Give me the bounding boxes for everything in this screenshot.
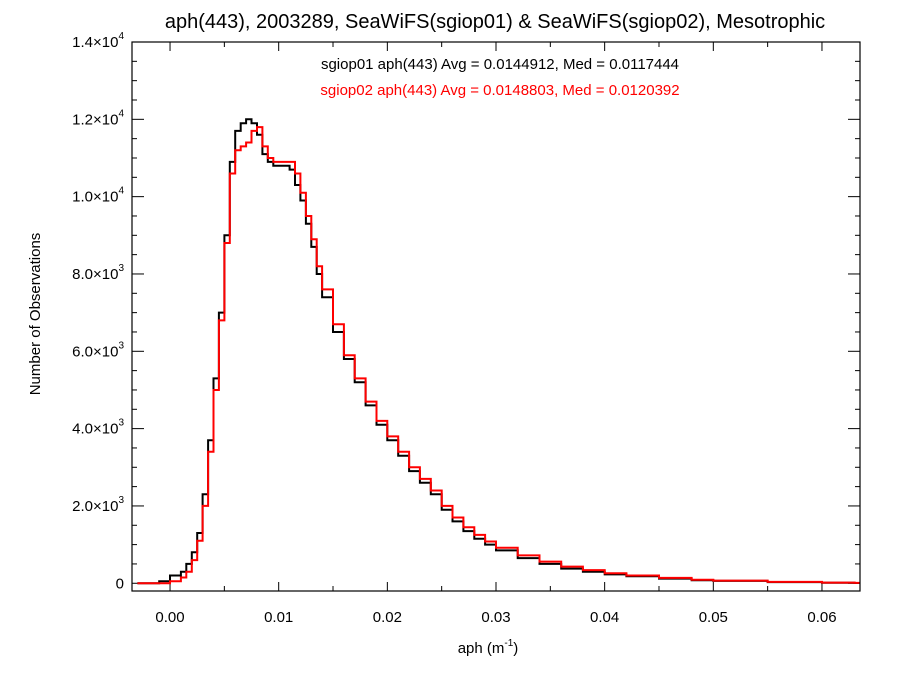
plot-frame — [131, 41, 861, 592]
y-tick-mantissa: 1.0×10 — [72, 189, 118, 206]
x-tick-label: 0.01 — [264, 609, 293, 626]
y-tick-exponent: 3 — [118, 495, 124, 506]
y-tick-exponent: 4 — [118, 186, 124, 197]
y-axis-label: Number of Observations — [27, 233, 44, 396]
x-tick-label: 0.02 — [373, 609, 402, 626]
y-tick-label: 1.2×104 — [72, 108, 124, 128]
x-axis-label-close: ) — [513, 640, 518, 657]
x-axis-label-sup: -1 — [504, 638, 513, 649]
x-tick-label: 0.00 — [155, 609, 184, 626]
y-tick-exponent: 3 — [118, 340, 124, 351]
x-tick-label: 0.03 — [481, 609, 510, 626]
y-tick-mantissa: 1.2×10 — [72, 111, 118, 128]
x-axis-label-base: aph (m — [458, 640, 505, 657]
x-tick-label: 0.05 — [699, 609, 728, 626]
y-tick-mantissa: 0 — [116, 575, 124, 592]
y-tick-label: 4.0×103 — [72, 418, 124, 438]
chart-title: aph(443), 2003289, SeaWiFS(sgiop01) & Se… — [165, 11, 825, 33]
annotation-sgiop02: sgiop02 aph(443) Avg = 0.0148803, Med = … — [320, 82, 679, 99]
y-tick-label: 8.0×103 — [72, 263, 124, 283]
y-tick-label: 2.0×103 — [72, 495, 124, 515]
y-tick-exponent: 3 — [118, 263, 124, 274]
x-axis-label: aph (m-1) — [458, 638, 519, 657]
y-tick-label: 0 — [116, 575, 124, 592]
series-line-2 — [137, 126, 860, 585]
y-tick-exponent: 4 — [118, 108, 124, 119]
annotation-sgiop01: sgiop01 aph(443) Avg = 0.0144912, Med = … — [321, 56, 679, 73]
x-tick-label: 0.06 — [807, 609, 836, 626]
x-tick-label: 0.04 — [590, 609, 619, 626]
y-tick-mantissa: 8.0×10 — [72, 266, 118, 283]
y-tick-mantissa: 2.0×10 — [72, 498, 118, 515]
y-tick-mantissa: 6.0×10 — [72, 343, 118, 360]
y-tick-exponent: 4 — [118, 31, 124, 42]
series-line-1 — [137, 118, 860, 585]
y-tick-label: 1.0×104 — [72, 186, 124, 206]
y-tick-exponent: 3 — [118, 418, 124, 429]
y-tick-mantissa: 4.0×10 — [72, 421, 118, 438]
y-tick-label: 1.4×104 — [72, 31, 124, 51]
y-tick-label: 6.0×103 — [72, 340, 124, 360]
y-tick-mantissa: 1.4×10 — [72, 34, 118, 51]
